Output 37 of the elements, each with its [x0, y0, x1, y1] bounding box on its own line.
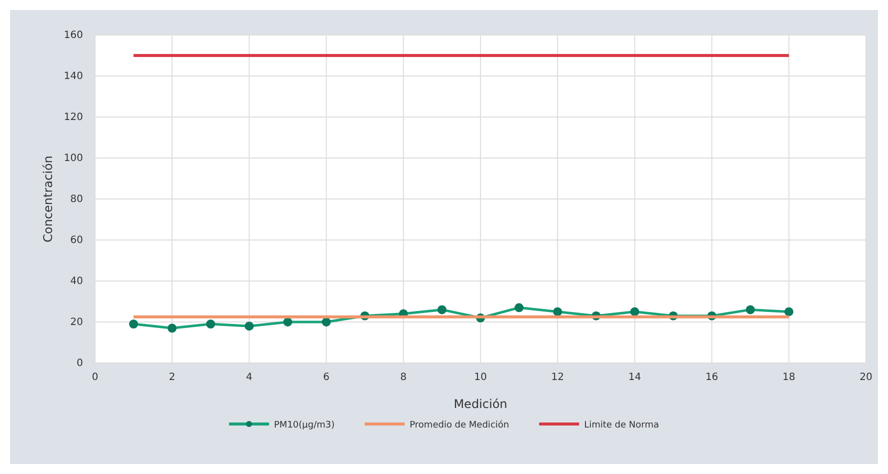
- point: [168, 324, 177, 333]
- x-tick-label: 18: [782, 372, 796, 384]
- x-tick-label: 20: [860, 372, 872, 384]
- x-tick-label: 16: [705, 372, 718, 384]
- x-tick-label: 2: [168, 372, 176, 384]
- legend-label: Promedio de Medición: [410, 420, 510, 430]
- y-tick-label: 80: [70, 194, 83, 206]
- legend-label: PM10(µg/m3): [274, 420, 335, 430]
- y-tick-label: 0: [76, 358, 83, 370]
- y-axis-title: Concentración: [41, 156, 55, 242]
- y-tick-label: 20: [70, 317, 83, 328]
- x-axis-title: Medición: [454, 397, 508, 411]
- y-tick-label: 140: [64, 71, 83, 82]
- point: [283, 318, 292, 326]
- y-tick-label: 160: [64, 30, 83, 42]
- x-tick-label: 4: [246, 372, 252, 384]
- x-tick-label: 14: [628, 372, 642, 384]
- y-tick-label: 40: [70, 276, 83, 288]
- point: [244, 322, 254, 331]
- point: [746, 305, 755, 314]
- x-tick-label: 6: [323, 372, 330, 384]
- point: [322, 318, 331, 326]
- x-tick-label: 10: [474, 372, 487, 384]
- point: [206, 320, 216, 329]
- point: [630, 307, 640, 316]
- x-tick-label: 12: [551, 372, 564, 384]
- point: [129, 320, 138, 329]
- x-tick-label: 8: [400, 372, 407, 384]
- point: [514, 303, 524, 312]
- y-tick-label: 100: [64, 153, 83, 164]
- legend-label: Limite de Norma: [584, 420, 659, 430]
- point: [553, 307, 562, 316]
- x-tick-label: 0: [92, 372, 98, 384]
- point: [784, 307, 794, 316]
- y-tick-label: 60: [70, 235, 83, 246]
- point: [437, 305, 446, 314]
- y-tick-label: 120: [64, 112, 83, 124]
